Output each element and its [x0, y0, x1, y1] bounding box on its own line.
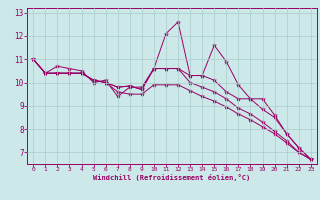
- X-axis label: Windchill (Refroidissement éolien,°C): Windchill (Refroidissement éolien,°C): [93, 174, 251, 181]
